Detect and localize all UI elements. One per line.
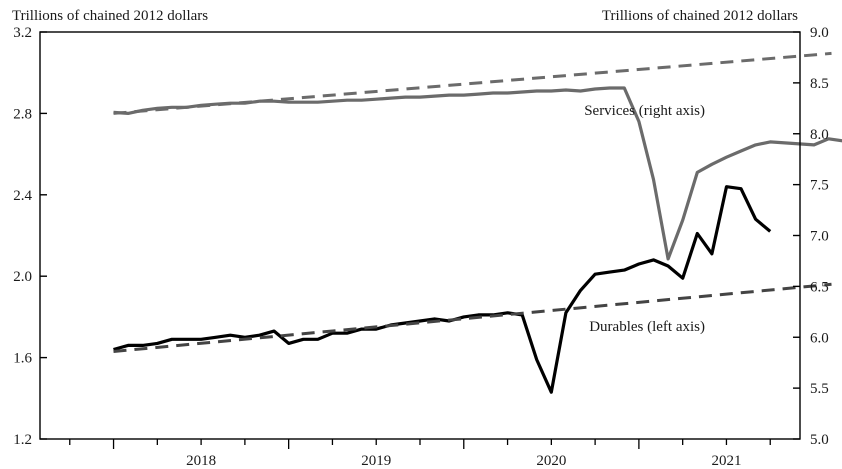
right-axis-label: Trillions of chained 2012 dollars: [602, 8, 798, 24]
x-tick-label: 2018: [186, 453, 216, 469]
left-tick-label: 2.4: [13, 188, 32, 204]
right-tick-label: 8.5: [810, 76, 829, 92]
right-tick-label: 5.0: [810, 432, 829, 448]
right-tick-label: 6.5: [810, 279, 829, 295]
right-tick-label: 5.5: [810, 381, 829, 397]
right-tick-label: 7.0: [810, 229, 829, 245]
right-tick-label: 9.0: [810, 25, 829, 41]
annotation-durables: Durables (left axis): [589, 319, 705, 335]
x-tick-label: 2019: [361, 453, 391, 469]
left-tick-label: 3.2: [13, 25, 32, 41]
x-tick-label: 2021: [711, 453, 741, 469]
right-tick-label: 6.0: [810, 330, 829, 346]
left-tick-label: 1.2: [13, 432, 32, 448]
x-tick-label: 2020: [536, 453, 566, 469]
left-tick-label: 1.6: [13, 351, 32, 367]
left-axis-label: Trillions of chained 2012 dollars: [12, 8, 208, 24]
right-tick-label: 7.5: [810, 178, 829, 194]
annotation-services: Services (right axis): [584, 103, 705, 119]
left-tick-label: 2.8: [13, 106, 32, 122]
right-tick-label: 8.0: [810, 127, 829, 143]
left-tick-label: 2.0: [13, 269, 32, 285]
